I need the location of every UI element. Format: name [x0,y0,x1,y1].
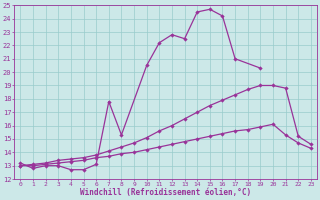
X-axis label: Windchill (Refroidissement éolien,°C): Windchill (Refroidissement éolien,°C) [80,188,251,197]
